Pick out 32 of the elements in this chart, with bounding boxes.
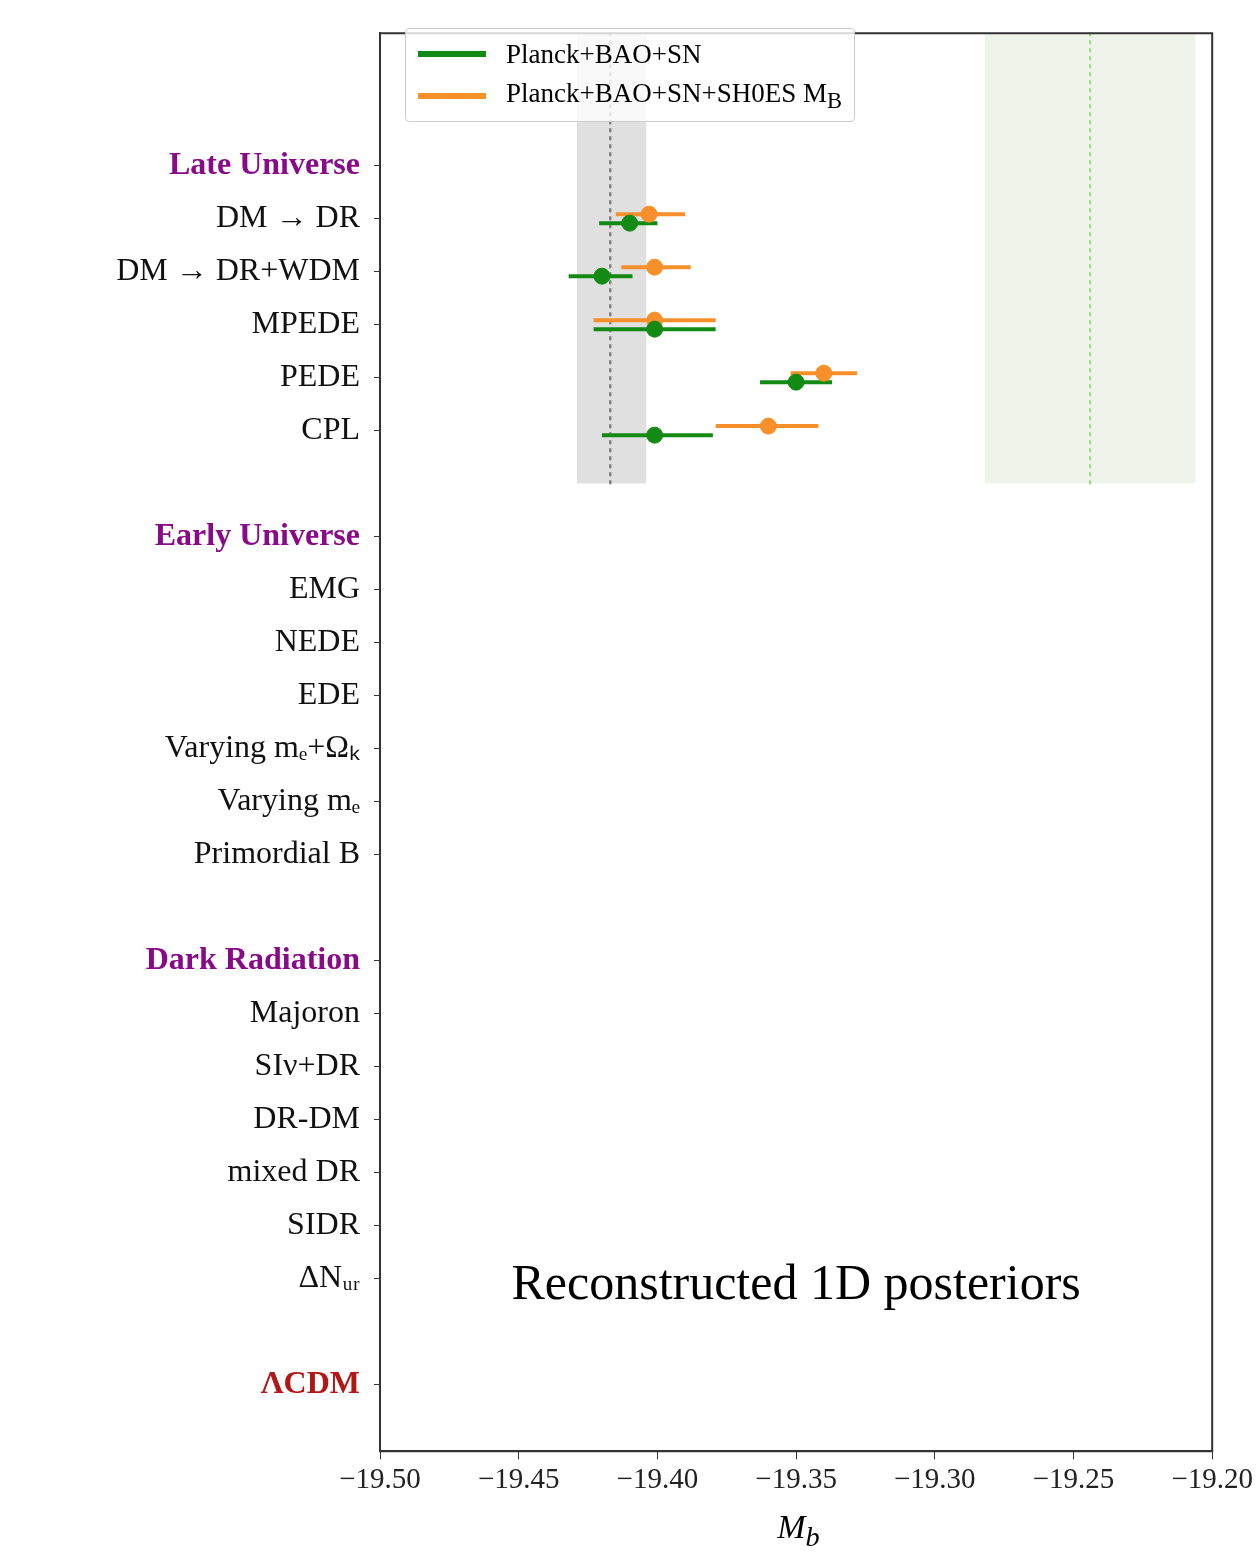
y-tick-label: EDE (297, 674, 360, 711)
x-tick-label: −19.30 (893, 1462, 976, 1495)
y-tick-label: CPL (301, 410, 360, 447)
x-tick-label: −19.45 (477, 1462, 560, 1495)
y-tick-label: Varying mₑ+Ωₖ (164, 727, 360, 764)
y-tick-label: DM → DR (215, 198, 361, 235)
x-tick-label: −19.35 (755, 1462, 837, 1495)
y-tick-label: Majoron (249, 992, 360, 1029)
y-tick-label: mixed DR (227, 1151, 361, 1188)
x-tick-label: −19.40 (616, 1462, 699, 1495)
y-tick-label: MPEDE (251, 304, 360, 341)
y-tick-label: Primordial B (193, 833, 360, 870)
legend-label: Planck+BAO+SN (506, 38, 702, 70)
x-axis-title: M$_{b}$ (777, 1508, 820, 1552)
y-tick-label: NEDE (274, 621, 360, 658)
x-tick-label: −19.20 (1171, 1462, 1253, 1495)
x-tick-label: −19.25 (1032, 1462, 1115, 1495)
y-tick-label: PEDE (280, 357, 360, 394)
y-tick-label: DM → DR+WDM (116, 251, 360, 288)
y-tick-label: SIDR (287, 1204, 361, 1241)
y-tick-label: EMG (288, 569, 360, 605)
y-tick-label: DR-DM (253, 1098, 360, 1135)
y-tick-label: ΔNᵤᵣ (298, 1257, 360, 1294)
y-tick-label: Early Universe (154, 515, 360, 552)
y-tick-label: ΛCDM (260, 1363, 360, 1400)
legend-label: Planck+BAO+SN+SH0ES M$_{B}$ (506, 77, 842, 115)
y-tick-label: Varying mₑ (217, 780, 360, 817)
x-tick-label: −19.50 (339, 1462, 421, 1495)
annotation: Reconstructed 1D posteriors (511, 1254, 1081, 1311)
y-tick-label: SIν+DR (254, 1045, 361, 1082)
y-tick-label: Late Universe (168, 144, 360, 181)
y-tick-label: Dark Radiation (145, 939, 361, 976)
